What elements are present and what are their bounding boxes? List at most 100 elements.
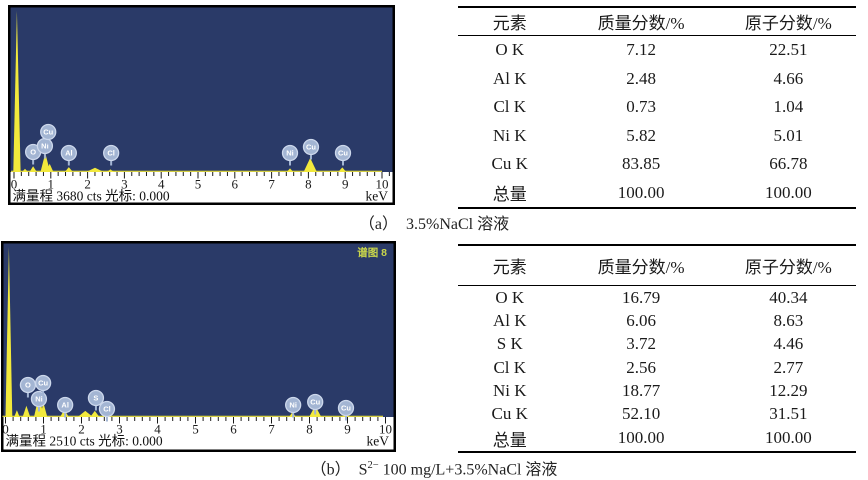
- cell-atomic-fraction: 100.00: [764, 428, 812, 448]
- svg-text:5: 5: [195, 177, 202, 192]
- svg-text:0: 0: [2, 422, 9, 437]
- element-label-al: Al: [60, 144, 77, 166]
- cell-element: 总量: [492, 430, 527, 450]
- svg-text:4: 4: [154, 422, 161, 437]
- table-row: Ni K 18.77 12.29: [458, 379, 856, 402]
- element-label-s: S: [87, 389, 105, 411]
- svg-text:Ni: Ni: [41, 142, 49, 151]
- caption-superscript: 2−: [367, 460, 379, 471]
- col-header-element: 元素: [458, 7, 562, 36]
- col-header-atomic-fraction: 原子分数/%: [720, 245, 856, 286]
- svg-text:Cl: Cl: [103, 405, 111, 414]
- table-header-row: 元素 质量分数/% 原子分数/%: [458, 245, 856, 286]
- cell-atomic-fraction: 4.66: [773, 68, 804, 88]
- cell-element: S K: [496, 334, 523, 354]
- element-label-al: Al: [57, 396, 74, 418]
- svg-text:2: 2: [78, 422, 85, 437]
- element-labels: O Ni Cu Al Cl Ni Cu Cu: [24, 123, 352, 166]
- svg-text:Ni: Ni: [286, 149, 294, 158]
- cell-atomic-fraction: 31.51: [769, 404, 808, 424]
- cell-mass-fraction: 16.79: [621, 287, 661, 307]
- cell-atomic-fraction: 4.46: [773, 334, 804, 354]
- cell-element: O K: [495, 287, 525, 307]
- cell-mass-fraction: 100.00: [617, 182, 665, 202]
- table-row: Cu K 83.85 66.78: [458, 150, 856, 179]
- element-label-ni: Ni: [281, 144, 299, 166]
- cell-element: O K: [495, 40, 525, 60]
- svg-text:Cu: Cu: [306, 143, 316, 152]
- caption-text: （a） 3.5%NaCl 溶液: [358, 216, 510, 233]
- table-row: Ni K 5.82 5.01: [458, 122, 856, 151]
- table-row: O K 16.79 40.34: [458, 286, 856, 310]
- cell-mass-fraction: 5.82: [626, 125, 656, 145]
- cell-atomic-fraction: 12.29: [769, 380, 808, 400]
- plot-background: [10, 7, 393, 172]
- eds-spectrum-panel-b: 0 1 2 3 4 5 6 7 8 9 10 O Ni Cu Al S Cl Ni Cu Cu 谱图 8 满量程 2510…: [1, 241, 396, 452]
- table-row: 总量 100.00 100.00: [458, 179, 856, 209]
- cell-mass-fraction: 7.12: [626, 40, 656, 60]
- cell-mass-fraction: 52.10: [621, 404, 661, 424]
- cell-atomic-fraction: 22.51: [769, 40, 808, 60]
- svg-text:3: 3: [121, 177, 128, 192]
- svg-text:7: 7: [268, 177, 275, 192]
- svg-text:7: 7: [268, 422, 275, 437]
- table-row: Cu K 52.10 31.51: [458, 402, 856, 425]
- svg-text:0: 0: [11, 177, 18, 192]
- plot-background: [3, 243, 394, 417]
- element-label-cu: Cu: [302, 138, 320, 160]
- caption-text: 100 mg/L+3.5%NaCl 溶液: [378, 461, 558, 479]
- eds-spectrum-panel-a: 0 1 2 3 4 5 6 7 8 9 10 O Ni Cu Al Cl Ni Cu Cu 满量程 3680 cts …: [8, 5, 395, 205]
- col-header-element: 元素: [458, 245, 562, 286]
- svg-text:10: 10: [379, 422, 392, 437]
- cell-element: 总量: [492, 185, 527, 205]
- svg-text:O: O: [25, 381, 31, 390]
- cell-atomic-fraction: 66.78: [769, 154, 808, 174]
- svg-text:O: O: [30, 148, 36, 157]
- svg-text:Al: Al: [61, 401, 69, 410]
- svg-text:S: S: [93, 394, 98, 403]
- composition-table-b: 元素 质量分数/% 原子分数/% O K 16.79 40.34 Al K 6.06 8.…: [458, 244, 856, 453]
- svg-text:Ni: Ni: [289, 401, 297, 410]
- cell-mass-fraction: 100.00: [617, 428, 665, 448]
- svg-text:6: 6: [230, 422, 237, 437]
- svg-text:10: 10: [376, 177, 389, 192]
- table-row: Cl K 2.56 2.77: [458, 356, 856, 379]
- cell-mass-fraction: 6.06: [626, 310, 656, 330]
- element-label-ni: Ni: [285, 396, 302, 418]
- svg-text:9: 9: [344, 422, 351, 437]
- table-row: S K 3.72 4.46: [458, 333, 856, 356]
- col-header-mass-fraction: 质量分数/%: [561, 245, 721, 286]
- table-row: Cl K 0.73 1.04: [458, 93, 856, 122]
- axis-tick-labels: 0 1 2 3 4 5 6 7 8 9 10: [11, 177, 389, 192]
- full-scale-cursor-text: 满量程 2510 cts 光标: 0.000: [6, 434, 163, 449]
- composition-table-a: 元素 质量分数/% 原子分数/% O K 7.12 22.51 Al K 2.48 4.6…: [458, 6, 856, 209]
- axis-unit-label: keV: [367, 434, 390, 449]
- caption-b: （b） S2− 100 mg/L+3.5%NaCl 溶液: [0, 454, 868, 480]
- col-header-atomic-fraction: 原子分数/%: [720, 7, 856, 36]
- spectrum-peaks: [11, 10, 382, 172]
- table-row: O K 7.12 22.51: [458, 36, 856, 65]
- cell-mass-fraction: 2.56: [626, 357, 656, 377]
- spectrum-corner-label: 谱图 8: [357, 246, 387, 259]
- element-labels: O Ni Cu Al S Cl Ni Cu Cu: [19, 374, 355, 422]
- svg-text:8: 8: [306, 422, 313, 437]
- cell-mass-fraction: 3.72: [626, 334, 656, 354]
- svg-text:Ni: Ni: [35, 395, 43, 404]
- cell-mass-fraction: 18.77: [621, 380, 661, 400]
- cell-element: Al K: [492, 310, 527, 330]
- table-header-row: 元素 质量分数/% 原子分数/%: [458, 7, 856, 36]
- composition-table: 元素 质量分数/% 原子分数/% O K 7.12 22.51 Al K 2.48 4.6…: [458, 6, 856, 209]
- cell-element: Al K: [492, 68, 527, 88]
- cell-element: Ni K: [492, 380, 527, 400]
- cell-atomic-fraction: 5.01: [773, 125, 804, 145]
- svg-text:Cu: Cu: [43, 128, 53, 137]
- svg-text:8: 8: [305, 177, 312, 192]
- element-label-cu: Cu: [40, 123, 57, 145]
- svg-text:2: 2: [84, 177, 91, 192]
- svg-text:Cl: Cl: [107, 149, 115, 158]
- element-label-cl: Cl: [103, 144, 120, 166]
- table-row: 总量 100.00 100.00: [458, 426, 856, 452]
- svg-text:4: 4: [158, 177, 165, 192]
- svg-text:Al: Al: [65, 149, 73, 158]
- cell-mass-fraction: 2.48: [626, 68, 656, 88]
